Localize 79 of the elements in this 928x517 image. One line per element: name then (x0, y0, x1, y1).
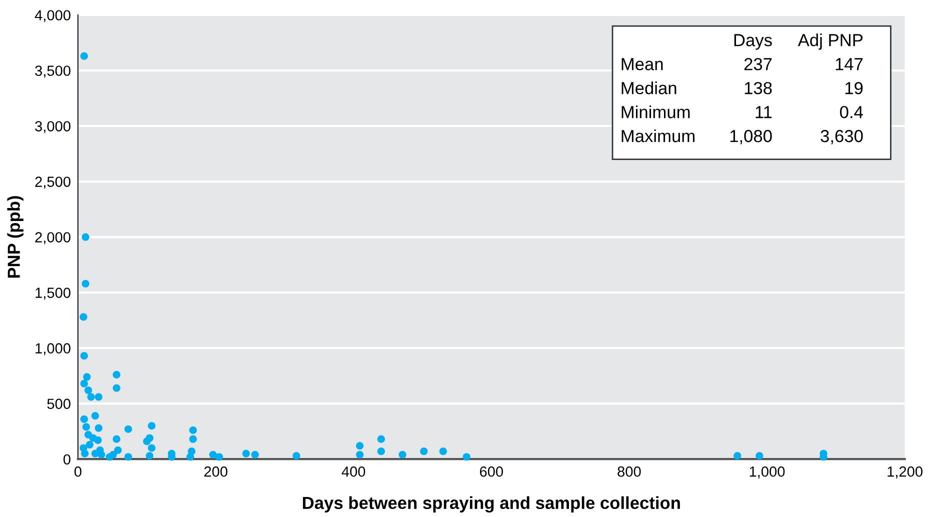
point (124, 425, 132, 433)
point (242, 450, 250, 458)
point (189, 435, 197, 443)
point (80, 415, 88, 423)
point (148, 422, 156, 430)
x-axis-title: Days between spraying and sample collection (302, 496, 680, 513)
annotation: Median (622, 82, 676, 94)
point (124, 453, 132, 461)
annotation: 3,630 (820, 130, 863, 144)
annotation: 237 (744, 58, 772, 70)
point (94, 393, 102, 401)
annotation: 11 (756, 106, 772, 118)
point (82, 280, 90, 288)
point (292, 452, 300, 460)
annotation: Adj PNP (798, 34, 863, 50)
point (146, 452, 154, 460)
point (80, 380, 88, 388)
y-tick-label: 0 (63, 454, 70, 465)
point (734, 452, 742, 460)
x-tick-label: 1,200 (888, 466, 922, 478)
point (377, 448, 385, 456)
y-tick-label: 2,000 (35, 232, 70, 244)
point (251, 450, 259, 458)
point (143, 438, 151, 446)
point (91, 412, 99, 420)
y-tick-label: 500 (47, 398, 70, 410)
point (215, 453, 224, 461)
point (189, 426, 197, 434)
y-tick-label: 1,000 (36, 343, 70, 356)
point (398, 450, 406, 458)
annotation: Days (734, 34, 772, 50)
annotation: 0.4 (840, 106, 863, 118)
point (106, 453, 114, 461)
point (80, 352, 88, 360)
point (82, 233, 90, 241)
point (112, 435, 120, 443)
point (148, 444, 156, 452)
x-tick-label: 0 (74, 466, 82, 477)
point (356, 450, 364, 458)
x-tick-label: 600 (480, 466, 503, 477)
point (81, 450, 89, 458)
point (86, 440, 94, 448)
annotation: 138 (744, 82, 772, 94)
annotation: Mean (622, 58, 663, 70)
point (98, 450, 106, 458)
point (84, 386, 92, 394)
y-tick-label: 4,000 (34, 10, 70, 22)
point (83, 373, 91, 381)
point (356, 442, 364, 450)
point (377, 435, 385, 443)
x-tick-label: 400 (342, 466, 366, 477)
point (94, 436, 102, 444)
y-tick-label: 1,500 (36, 288, 70, 300)
point (209, 450, 217, 458)
point (420, 448, 428, 456)
point (114, 446, 122, 454)
point (82, 423, 90, 431)
x-tick-label: 200 (204, 466, 228, 477)
y-tick-label: 3,000 (35, 121, 70, 134)
x-tick-label: 800 (618, 466, 641, 477)
y-tick-label: 3,500 (35, 66, 70, 78)
point (112, 384, 120, 392)
annotation: 1,080 (730, 130, 772, 144)
point (756, 452, 764, 460)
y-tick-label: 2,500 (35, 176, 70, 189)
x-tick-label: 1,000 (750, 466, 785, 478)
point (112, 370, 120, 379)
annotation: Maximum (622, 129, 694, 142)
point (94, 424, 102, 432)
point (462, 453, 470, 461)
y-axis-title: PNP (ppb) (7, 196, 24, 278)
point (80, 313, 88, 321)
annotation: 19 (845, 82, 863, 94)
point (186, 453, 194, 461)
point (80, 52, 88, 60)
point (439, 448, 447, 456)
annotation: Minimum (622, 105, 690, 118)
point (87, 393, 95, 401)
annotation: 147 (836, 58, 863, 70)
